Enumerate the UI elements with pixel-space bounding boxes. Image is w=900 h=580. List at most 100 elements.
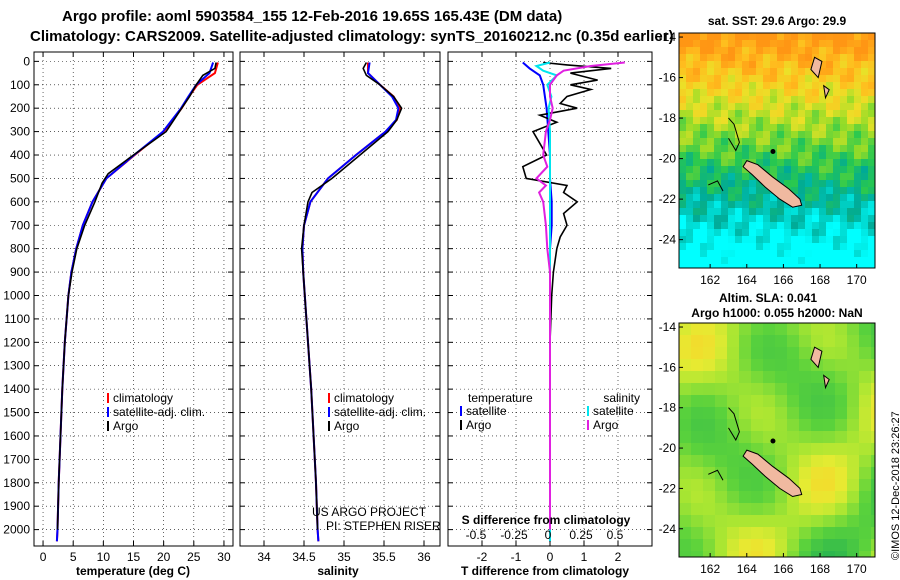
map-cell bbox=[686, 250, 693, 257]
map-cell bbox=[714, 201, 721, 208]
map-cell bbox=[721, 75, 728, 82]
map-cell bbox=[854, 124, 861, 131]
map-cell bbox=[847, 117, 854, 124]
map-cell bbox=[847, 103, 854, 110]
map-cell bbox=[715, 515, 727, 527]
map-cell bbox=[826, 222, 833, 229]
map-cell bbox=[812, 236, 819, 243]
map-cell bbox=[791, 54, 798, 61]
map-cell bbox=[763, 138, 770, 145]
x-axis-label: salinity bbox=[317, 564, 359, 578]
map-cell bbox=[847, 257, 854, 264]
map-cell bbox=[840, 82, 847, 89]
map-cell bbox=[791, 82, 798, 89]
map-cell bbox=[756, 257, 763, 264]
s-axis-label: S difference from climatology bbox=[462, 513, 631, 527]
map-cell bbox=[749, 110, 756, 117]
map-cell bbox=[700, 194, 707, 201]
map-cell bbox=[700, 236, 707, 243]
map-cell bbox=[777, 173, 784, 180]
map-cell bbox=[679, 166, 686, 173]
map-cell bbox=[799, 371, 811, 383]
map-cell bbox=[799, 395, 811, 407]
map-cell bbox=[756, 117, 763, 124]
map-cell bbox=[833, 33, 840, 40]
map-cell bbox=[787, 539, 799, 551]
map-cell bbox=[826, 215, 833, 222]
lat-tick-label: -24 bbox=[659, 233, 677, 247]
map-cell bbox=[819, 75, 826, 82]
map-cell bbox=[700, 173, 707, 180]
map-cell bbox=[721, 159, 728, 166]
map-cell bbox=[812, 117, 819, 124]
map-cell bbox=[714, 131, 721, 138]
map-cell bbox=[868, 68, 875, 75]
map-cell bbox=[693, 236, 700, 243]
map-cell bbox=[770, 61, 777, 68]
map-cell bbox=[686, 117, 693, 124]
map-cell bbox=[715, 395, 727, 407]
map-cell bbox=[714, 89, 721, 96]
x-tick-label: 25 bbox=[187, 550, 201, 564]
map-cell bbox=[721, 187, 728, 194]
map-cell bbox=[868, 173, 875, 180]
map-cell bbox=[777, 215, 784, 222]
map-cell bbox=[721, 131, 728, 138]
map-cell bbox=[707, 103, 714, 110]
map-cell bbox=[756, 236, 763, 243]
map-cell bbox=[868, 201, 875, 208]
series-line-t-satellite bbox=[522, 61, 553, 542]
map-cell bbox=[749, 33, 756, 40]
map-cell bbox=[679, 243, 686, 250]
map-cell bbox=[868, 180, 875, 187]
map-cell bbox=[826, 180, 833, 187]
map-cell bbox=[707, 173, 714, 180]
map-cell bbox=[686, 201, 693, 208]
map-cell bbox=[693, 96, 700, 103]
map-cell bbox=[770, 124, 777, 131]
map-cell bbox=[749, 61, 756, 68]
map-cell bbox=[693, 117, 700, 124]
map-cell bbox=[861, 194, 868, 201]
map-cell bbox=[799, 407, 811, 419]
map-cell bbox=[871, 419, 875, 431]
map-cell bbox=[868, 110, 875, 117]
map-cell bbox=[791, 229, 798, 236]
series-line-argo bbox=[56, 62, 217, 530]
map-cell bbox=[739, 503, 751, 515]
map-cell bbox=[728, 236, 735, 243]
map-cell bbox=[811, 407, 823, 419]
map-cell bbox=[819, 68, 826, 75]
map-cell bbox=[847, 243, 854, 250]
map-cell bbox=[868, 222, 875, 229]
map-cell bbox=[739, 323, 751, 335]
map-cell bbox=[840, 250, 847, 257]
map-cell bbox=[799, 527, 811, 539]
map-cell bbox=[693, 180, 700, 187]
map-cell bbox=[777, 250, 784, 257]
map-cell bbox=[721, 54, 728, 61]
map-cell bbox=[861, 173, 868, 180]
map-cell bbox=[791, 124, 798, 131]
map-cell bbox=[826, 236, 833, 243]
map-cell bbox=[693, 215, 700, 222]
map-cell bbox=[826, 257, 833, 264]
map-cell bbox=[707, 124, 714, 131]
map-cell bbox=[777, 68, 784, 75]
map-cell bbox=[749, 187, 756, 194]
map-cell bbox=[791, 222, 798, 229]
map-cell bbox=[763, 40, 770, 47]
map-cell bbox=[777, 117, 784, 124]
map-cell bbox=[777, 124, 784, 131]
map-cell bbox=[854, 201, 861, 208]
map-cell bbox=[784, 250, 791, 257]
map-cell bbox=[859, 347, 871, 359]
map-cell bbox=[798, 110, 805, 117]
map-cell bbox=[721, 229, 728, 236]
map-cell bbox=[727, 359, 739, 371]
map-frame bbox=[678, 32, 876, 269]
map-cell bbox=[811, 395, 823, 407]
map-cell bbox=[835, 491, 847, 503]
map-cell bbox=[819, 194, 826, 201]
map-cell bbox=[861, 40, 868, 47]
